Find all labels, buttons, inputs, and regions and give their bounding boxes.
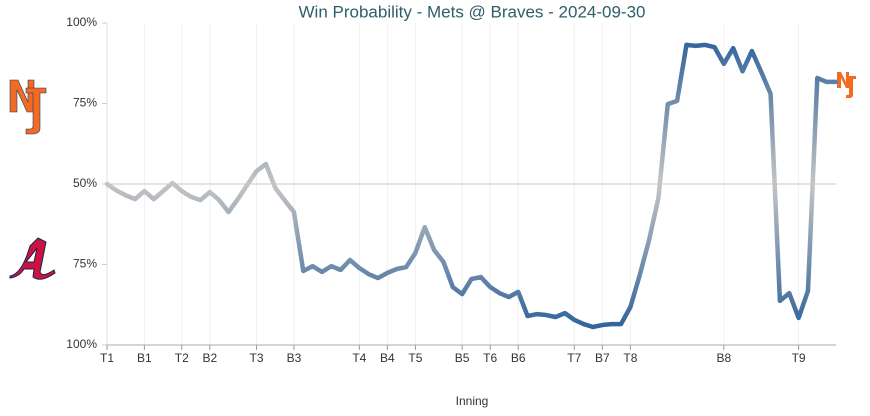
x-tick-label: T2 bbox=[175, 351, 189, 365]
y-tick-label: 50% bbox=[73, 176, 97, 190]
x-tick-label: T5 bbox=[408, 351, 422, 365]
win-probability-line bbox=[104, 42, 839, 330]
x-tick-label: T6 bbox=[483, 351, 497, 365]
y-tick-label: 100% bbox=[66, 337, 97, 351]
y-tick-label: 75% bbox=[73, 257, 97, 271]
x-tick-label: T4 bbox=[352, 351, 366, 365]
y-tick-label: 100% bbox=[66, 15, 97, 29]
x-axis-label: Inning bbox=[456, 394, 489, 408]
y-tick-label: 75% bbox=[73, 96, 97, 110]
mets-logo bbox=[9, 79, 47, 135]
x-tick-label: T9 bbox=[792, 351, 806, 365]
mets-logo-small bbox=[837, 72, 856, 98]
x-tick-label: B1 bbox=[137, 351, 152, 365]
x-tick-label: B5 bbox=[455, 351, 470, 365]
x-tick-label: T8 bbox=[623, 351, 637, 365]
x-tick-label: T7 bbox=[567, 351, 581, 365]
x-tick-label: B8 bbox=[717, 351, 732, 365]
x-tick-label: B6 bbox=[511, 351, 526, 365]
x-tick-label: T3 bbox=[250, 351, 264, 365]
x-tick-label: B7 bbox=[595, 351, 610, 365]
braves-logo bbox=[9, 237, 56, 280]
x-tick-label: B2 bbox=[202, 351, 217, 365]
x-tick-label: T1 bbox=[100, 351, 114, 365]
x-tick-label: B3 bbox=[287, 351, 302, 365]
chart-title: Win Probability - Mets @ Braves - 2024-0… bbox=[299, 2, 646, 21]
x-tick-label: B4 bbox=[380, 351, 395, 365]
